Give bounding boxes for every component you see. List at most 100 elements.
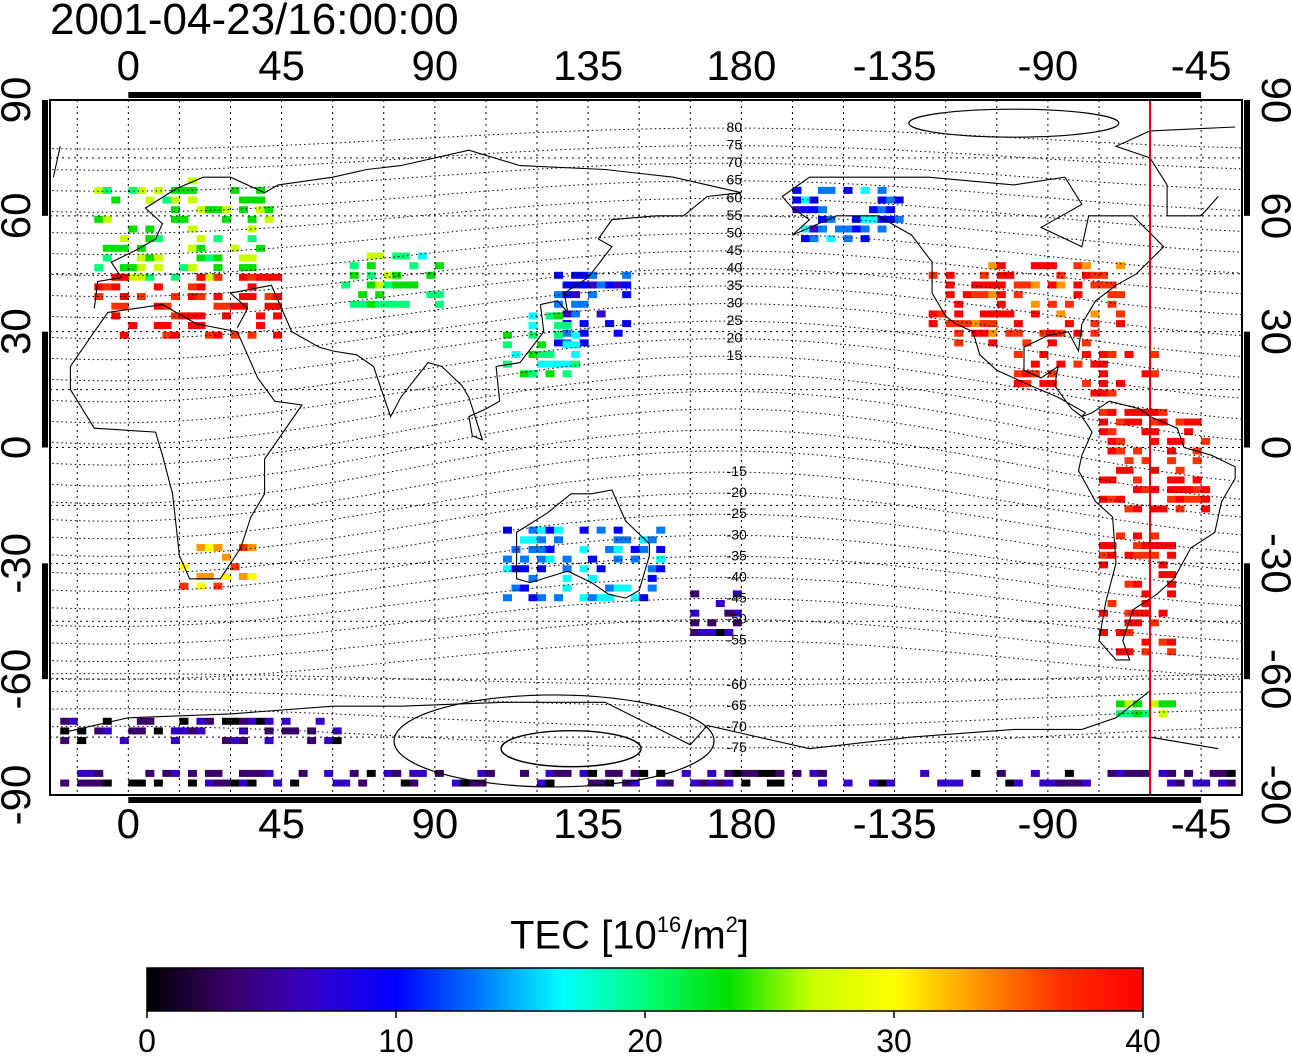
lat-tick-label-right: -60	[1253, 649, 1292, 710]
tec-cell	[979, 310, 989, 318]
tec-cell	[928, 320, 938, 328]
tec-cell	[239, 264, 249, 272]
lat-tick-label-left: -60	[0, 649, 39, 710]
tec-cell	[1133, 532, 1143, 540]
tec-cell	[554, 339, 564, 347]
tec-cell	[562, 769, 572, 777]
tec-cell	[315, 717, 325, 725]
tec-cell	[715, 600, 725, 608]
tec-cell	[724, 609, 734, 617]
tec-cell	[690, 779, 700, 787]
tec-cell	[239, 196, 249, 204]
tec-cell	[256, 322, 266, 330]
tec-cell	[162, 322, 172, 330]
tec-cell	[869, 779, 879, 787]
tec-cell	[809, 235, 819, 243]
tec-cell	[1081, 271, 1091, 279]
tec-cell	[1030, 262, 1040, 270]
tec-cell	[239, 737, 249, 745]
tec-cell	[664, 779, 674, 787]
tec-cell	[545, 526, 555, 534]
tec-cell	[307, 727, 317, 735]
contour-line	[50, 390, 1242, 466]
tec-cell	[596, 310, 606, 318]
contour-line	[50, 232, 1242, 277]
tec-cell	[988, 320, 998, 328]
tec-cell	[239, 293, 249, 301]
tec-cell	[1158, 571, 1168, 579]
lon-tick-label-bottom: 135	[553, 800, 623, 847]
tec-cell	[979, 291, 989, 299]
tec-cell	[153, 779, 163, 787]
contour-label: 70	[727, 154, 743, 170]
tec-cell	[136, 293, 146, 301]
tec-cell	[358, 779, 368, 787]
lat-tick-label-left: 30	[0, 308, 39, 355]
tec-cell	[264, 737, 274, 745]
tec-cell	[179, 727, 189, 735]
contour-label: -45	[727, 589, 747, 605]
tec-cell	[213, 769, 223, 777]
frame-bar	[42, 100, 48, 216]
tec-cell	[256, 244, 266, 252]
colorbar-bar	[146, 967, 1144, 1012]
tec-cell	[1039, 379, 1049, 387]
tec-cell	[877, 196, 887, 204]
tec-cell	[153, 302, 163, 310]
tec-cell	[1175, 486, 1185, 494]
tec-cell	[613, 584, 623, 592]
lon-tick-label-bottom: -135	[853, 800, 937, 847]
tec-cell	[1167, 447, 1177, 455]
tec-cell	[239, 206, 249, 214]
lat-tick-label-left: -30	[0, 533, 39, 594]
tec-cell	[1218, 769, 1228, 777]
tec-cell	[775, 769, 785, 777]
tec-cell	[1047, 779, 1057, 787]
lon-tick-label-bottom: 0	[117, 800, 140, 847]
tec-cell	[213, 582, 223, 590]
tec-cell	[954, 329, 964, 337]
tec-cell	[502, 555, 512, 563]
tec-cell	[511, 350, 521, 358]
tec-cell	[196, 244, 206, 252]
tec-cell	[562, 574, 572, 582]
tec-cell	[1098, 551, 1108, 559]
tec-cell	[962, 291, 972, 299]
tec-cell	[111, 196, 121, 204]
tec-cell	[85, 769, 95, 777]
tec-cell	[562, 322, 572, 330]
tec-cell	[230, 244, 240, 252]
tec-cell	[170, 737, 180, 745]
tec-cell	[937, 310, 947, 318]
lat-tick-label-right: 0	[1253, 436, 1292, 459]
tec-cell	[1098, 370, 1108, 378]
tec-cell	[639, 594, 649, 602]
tec-cell	[1124, 700, 1134, 708]
tec-cell	[528, 322, 538, 330]
tec-cell	[894, 215, 904, 223]
contour-line	[50, 145, 1242, 171]
tec-cell	[264, 727, 274, 735]
tec-cell	[358, 300, 368, 308]
tec-cell	[1115, 700, 1125, 708]
contour-label: -30	[727, 526, 747, 542]
tec-cell	[1150, 619, 1160, 627]
tec-cell	[1047, 379, 1057, 387]
tec-cell	[775, 779, 785, 787]
tec-cell	[741, 779, 751, 787]
tec-cell	[409, 262, 419, 270]
tec-cell	[971, 291, 981, 299]
tec-cell	[860, 225, 870, 233]
tec-cell	[996, 300, 1006, 308]
tec-cell	[545, 350, 555, 358]
tec-cell	[170, 727, 180, 735]
tec-cell	[1030, 300, 1040, 308]
lon-tick-label-top: -135	[853, 42, 937, 89]
tec-cell	[954, 779, 964, 787]
tec-cell	[843, 235, 853, 243]
tec-cell	[1167, 486, 1177, 494]
tec-cell	[1013, 320, 1023, 328]
tec-cell	[554, 312, 564, 320]
tec-cell	[332, 737, 342, 745]
